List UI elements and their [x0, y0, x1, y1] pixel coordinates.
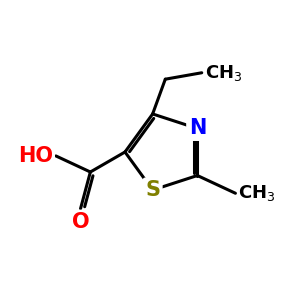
Text: S: S [145, 180, 160, 200]
Text: HO: HO [18, 146, 53, 166]
Text: CH$_3$: CH$_3$ [205, 63, 242, 83]
Text: O: O [72, 212, 89, 232]
Text: CH$_3$: CH$_3$ [238, 183, 276, 203]
Text: N: N [189, 118, 206, 139]
